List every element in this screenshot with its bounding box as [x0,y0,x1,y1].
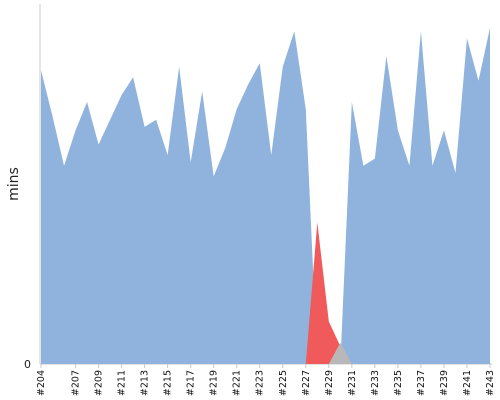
area-series-group [41,27,490,364]
x-tick-group: #204 #207 #209 #211 #213 #215 #217 #219 #221 #223… [36,364,496,396]
x-tick-label: #227 [301,370,312,396]
x-tick-label: #235 [393,370,404,396]
x-tick-label: #239 [439,370,450,396]
x-tick-label: #221 [232,370,243,396]
x-tick-label: #209 [94,370,105,396]
y-tick-label: 0 [24,358,31,371]
x-tick-label: #237 [416,370,427,396]
x-tick-label: #211 [117,370,128,396]
x-tick-label: #229 [324,370,335,396]
x-tick-label: #215 [163,370,174,396]
x-tick-label: #233 [370,370,381,396]
x-tick-label: #225 [278,370,289,396]
x-tick-label: #231 [347,370,358,396]
x-tick-label: #223 [255,370,266,396]
x-tick-label: #213 [140,370,151,396]
x-tick-label: #243 [485,370,496,396]
x-tick-label: #241 [462,370,473,396]
x-tick-label: #217 [186,370,197,396]
x-tick-label: #204 [36,370,47,396]
x-tick-label: #219 [209,370,220,396]
area-series-success [41,27,490,364]
y-axis-label: mins [6,167,22,201]
x-tick-label: #207 [71,370,82,396]
